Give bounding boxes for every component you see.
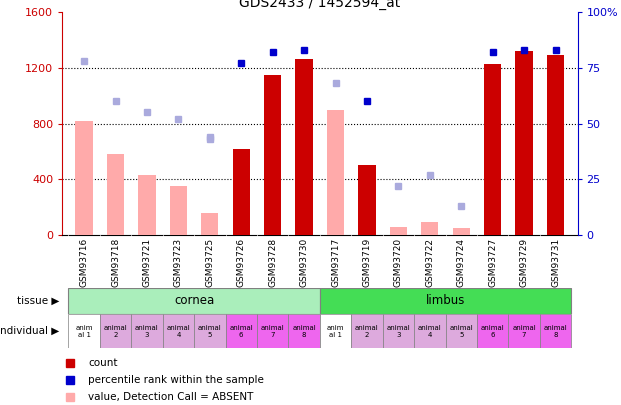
Text: animal
2: animal 2 xyxy=(355,324,379,338)
Text: GSM93726: GSM93726 xyxy=(237,237,246,287)
Bar xyxy=(453,228,470,235)
Text: animal
4: animal 4 xyxy=(166,324,190,338)
Text: animal
7: animal 7 xyxy=(512,324,536,338)
Text: GSM93718: GSM93718 xyxy=(111,237,120,287)
Bar xyxy=(390,226,407,235)
Text: animal
4: animal 4 xyxy=(418,324,442,338)
Bar xyxy=(233,149,250,235)
Text: animal
3: animal 3 xyxy=(135,324,159,338)
Text: GSM93717: GSM93717 xyxy=(331,237,340,287)
Bar xyxy=(414,314,445,348)
Text: GSM93719: GSM93719 xyxy=(363,237,371,287)
Text: anim
al 1: anim al 1 xyxy=(75,324,93,338)
Title: GDS2433 / 1452594_at: GDS2433 / 1452594_at xyxy=(239,0,401,10)
Text: percentile rank within the sample: percentile rank within the sample xyxy=(89,375,265,385)
Text: animal
8: animal 8 xyxy=(292,324,316,338)
Text: individual ▶: individual ▶ xyxy=(0,326,59,336)
Bar xyxy=(68,314,100,348)
Bar xyxy=(358,165,376,235)
Bar xyxy=(194,314,225,348)
Bar xyxy=(327,110,344,235)
Text: count: count xyxy=(89,358,118,368)
Text: animal
7: animal 7 xyxy=(261,324,284,338)
Bar xyxy=(515,51,533,235)
Bar xyxy=(421,222,438,235)
Text: animal
5: animal 5 xyxy=(198,324,222,338)
Bar xyxy=(131,314,163,348)
Text: GSM93720: GSM93720 xyxy=(394,237,403,287)
Bar xyxy=(477,314,509,348)
Bar xyxy=(547,55,564,235)
Bar xyxy=(351,314,383,348)
Text: GSM93716: GSM93716 xyxy=(79,237,89,287)
Bar xyxy=(107,154,124,235)
Text: animal
5: animal 5 xyxy=(450,324,473,338)
Bar xyxy=(76,121,93,235)
Text: value, Detection Call = ABSENT: value, Detection Call = ABSENT xyxy=(89,392,254,402)
Bar xyxy=(68,288,320,314)
Text: GSM93721: GSM93721 xyxy=(142,237,152,287)
Text: GSM93722: GSM93722 xyxy=(425,237,434,286)
Text: GSM93730: GSM93730 xyxy=(299,237,309,287)
Bar xyxy=(201,213,219,235)
Text: GSM93725: GSM93725 xyxy=(206,237,214,287)
Text: GSM93727: GSM93727 xyxy=(488,237,497,287)
Text: animal
3: animal 3 xyxy=(386,324,410,338)
Text: tissue ▶: tissue ▶ xyxy=(17,296,59,306)
Bar xyxy=(225,314,257,348)
Text: GSM93731: GSM93731 xyxy=(551,237,560,287)
Bar xyxy=(170,186,187,235)
Bar xyxy=(509,314,540,348)
Bar xyxy=(163,314,194,348)
Bar xyxy=(138,175,156,235)
Bar xyxy=(540,314,571,348)
Bar xyxy=(257,314,288,348)
Text: limbus: limbus xyxy=(426,294,465,307)
Text: GSM93723: GSM93723 xyxy=(174,237,183,287)
Text: animal
8: animal 8 xyxy=(543,324,568,338)
Bar xyxy=(264,75,281,235)
Text: GSM93728: GSM93728 xyxy=(268,237,277,287)
Bar xyxy=(383,314,414,348)
Bar xyxy=(288,314,320,348)
Bar xyxy=(445,314,477,348)
Text: animal
6: animal 6 xyxy=(229,324,253,338)
Text: cornea: cornea xyxy=(174,294,214,307)
Text: animal
2: animal 2 xyxy=(104,324,127,338)
Text: anim
al 1: anim al 1 xyxy=(327,324,344,338)
Text: GSM93729: GSM93729 xyxy=(520,237,528,287)
Bar xyxy=(296,60,313,235)
Bar xyxy=(100,314,131,348)
Text: GSM93724: GSM93724 xyxy=(456,237,466,286)
Text: animal
6: animal 6 xyxy=(481,324,504,338)
Bar xyxy=(320,288,571,314)
Bar xyxy=(484,64,501,235)
Bar xyxy=(320,314,351,348)
